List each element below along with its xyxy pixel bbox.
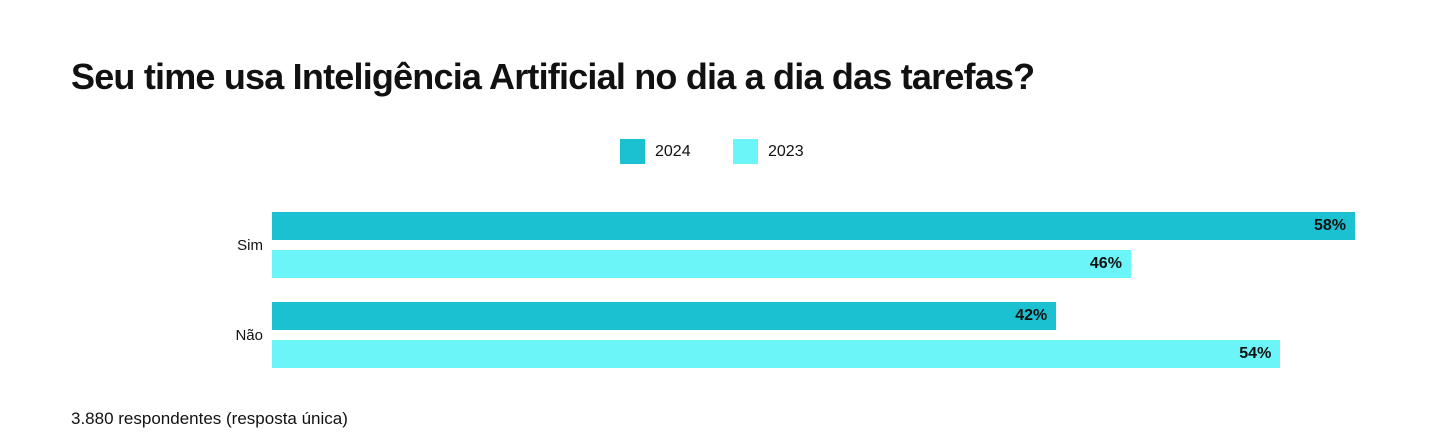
chart-title: Seu time usa Inteligência Artificial no … <box>71 56 1035 97</box>
data-label: 46% <box>1089 255 1122 272</box>
data-label: 58% <box>1313 217 1346 234</box>
legend-label: 2023 <box>768 142 804 160</box>
bar-Não-2024 <box>272 302 1057 330</box>
bar-Não-2023 <box>272 340 1281 368</box>
category-label: Sim <box>237 237 263 254</box>
bar-Sim-2024 <box>272 212 1355 240</box>
legend-swatch <box>733 139 758 164</box>
bar-Sim-2023 <box>272 250 1131 278</box>
data-label: 42% <box>1015 307 1048 324</box>
legend-item-2024: 2024 <box>620 139 691 164</box>
footnote: 3.880 respondentes (resposta única) <box>71 409 348 428</box>
legend-label: 2024 <box>655 142 691 160</box>
legend-swatch <box>620 139 645 164</box>
data-label: 54% <box>1239 345 1272 362</box>
category-label: Não <box>235 327 263 344</box>
legend-item-2023: 2023 <box>733 139 804 164</box>
